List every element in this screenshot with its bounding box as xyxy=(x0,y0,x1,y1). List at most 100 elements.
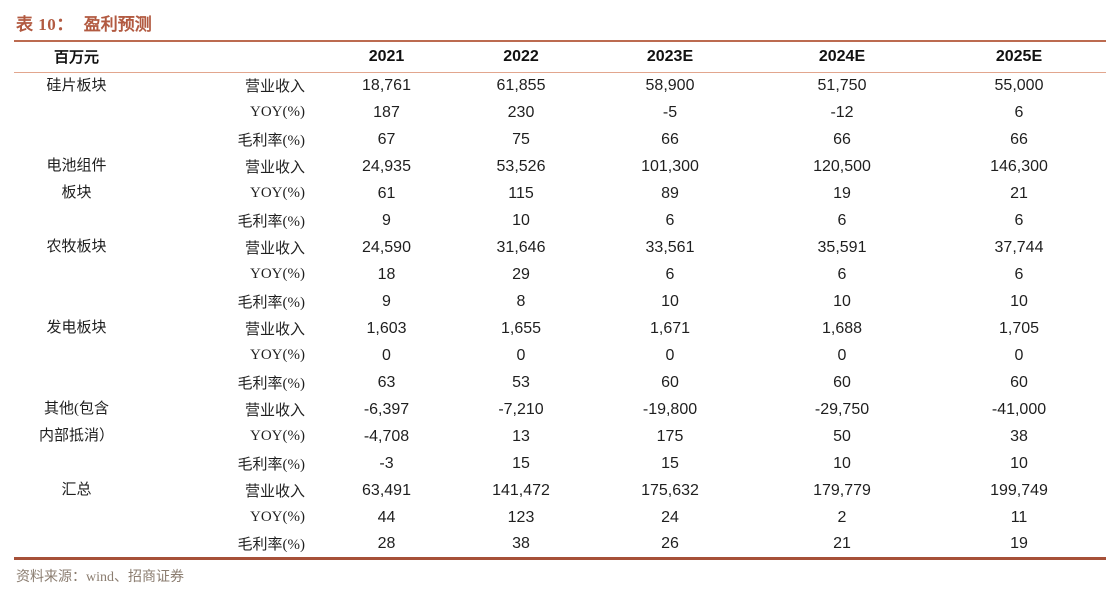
year-header-2023e: 2023E xyxy=(588,42,752,73)
value-cell: -6,397 xyxy=(363,400,410,418)
segment-label: 电池组件 板块 xyxy=(14,153,139,234)
value-cell: 31,646 xyxy=(496,238,546,256)
value-cell: -41,000 xyxy=(991,400,1047,418)
value-cell: 60 xyxy=(833,373,851,391)
table-row: YOY(%) 0 0 0 0 0 xyxy=(14,342,1106,369)
value-cell: 10 xyxy=(512,211,530,229)
value-cell: 38 xyxy=(1010,427,1028,445)
value-cell: 146,300 xyxy=(990,157,1048,175)
year-header-2024e: 2024E xyxy=(752,42,932,73)
value-cell: 35,591 xyxy=(817,238,867,256)
table-row: 毛利率(%) 63 53 60 60 60 xyxy=(14,369,1106,396)
metric-label: 营业收入 xyxy=(244,403,305,419)
value-cell: 6 xyxy=(837,265,847,283)
year-header-2025e: 2025E xyxy=(932,42,1106,73)
table-row: 发电板块 营业收入 1,603 1,655 1,671 1,688 1,705 xyxy=(14,315,1106,342)
metric-label: 毛利率(%) xyxy=(237,457,306,473)
table-row: YOY(%) 187 230 -5 -12 6 xyxy=(14,99,1106,126)
table-row: 电池组件 板块 营业收入 24,935 53,526 101,300 120,500 146,… xyxy=(14,153,1106,202)
value-cell: 199,749 xyxy=(990,481,1048,499)
metric-label: 毛利率(%) xyxy=(237,295,306,311)
value-cell: 175,632 xyxy=(641,481,699,499)
value-cell: -7,210 xyxy=(498,400,544,418)
table-row: YOY(%) 44 123 24 2 11 xyxy=(14,504,1106,531)
metric-label: 毛利率(%) xyxy=(237,133,306,149)
value-cell: 6 xyxy=(1014,103,1024,121)
value-cell: -29,750 xyxy=(814,400,870,418)
segment-label-line: 电池组件 xyxy=(46,158,107,174)
profit-forecast-table: 百万元 2021 2022 2023E 2024E 2025E 硅片板块 营业收入… xyxy=(14,42,1106,560)
segment-label-line: 硅片板块 xyxy=(46,77,107,94)
value-cell: 75 xyxy=(512,130,530,148)
table-row: 毛利率(%) -3 15 15 10 10 xyxy=(14,450,1106,477)
table-number-label: 表 10： xyxy=(16,15,74,34)
metric-label: 毛利率(%) xyxy=(237,376,306,392)
segment-label: 硅片板块 xyxy=(14,72,139,153)
value-cell: 1,688 xyxy=(821,319,863,337)
value-cell: 50 xyxy=(833,427,851,445)
metric-label: YOY(%) xyxy=(250,104,305,120)
value-cell: 6 xyxy=(1014,265,1024,283)
unit-header-cell: 百万元 xyxy=(14,42,139,73)
value-cell: 230 xyxy=(507,103,535,121)
metric-label: 营业收入 xyxy=(244,484,305,500)
segment-label-line: 发电板块 xyxy=(46,320,107,336)
metric-label: 营业收入 xyxy=(244,79,305,96)
metric-label: 营业收入 xyxy=(244,322,305,338)
value-cell: 67 xyxy=(377,130,396,148)
value-cell: 26 xyxy=(661,534,679,552)
value-cell: 9 xyxy=(382,211,391,229)
segment-label: 汇总 xyxy=(14,477,139,558)
value-cell: 63 xyxy=(377,373,396,391)
table-row: 其他(包含 内部抵消） 营业收入 -6,397 -7,210 -19,800 -29,750… xyxy=(14,396,1106,445)
value-cell: -3 xyxy=(379,454,394,472)
value-cell: 28 xyxy=(377,534,396,552)
value-cell: 61 xyxy=(377,184,396,202)
value-cell: 13 xyxy=(512,427,530,445)
value-cell: 38 xyxy=(512,534,530,552)
table-body: 硅片板块 营业收入 18,761 61,855 58,900 51,750 55,000 YO… xyxy=(14,72,1106,558)
value-cell: 8 xyxy=(516,292,526,310)
value-cell: 9 xyxy=(382,292,391,310)
metric-label: YOY(%) xyxy=(250,428,305,444)
value-cell: 101,300 xyxy=(641,157,699,175)
segment-label-line: 农牧板块 xyxy=(46,239,107,255)
value-cell: 123 xyxy=(507,508,535,526)
value-cell: 10 xyxy=(1010,292,1028,310)
segment-label: 农牧板块 xyxy=(14,234,139,315)
metric-label: YOY(%) xyxy=(250,266,305,282)
value-cell: 60 xyxy=(1010,373,1028,391)
table-row: YOY(%) 61 115 89 19 21 xyxy=(14,180,1106,207)
value-cell: 2 xyxy=(837,508,847,526)
value-cell: 58,900 xyxy=(645,76,695,94)
table-row: 毛利率(%) 9 8 10 10 10 xyxy=(14,288,1106,315)
table-row: YOY(%) -4,708 13 175 50 38 xyxy=(14,423,1106,450)
header-row: 百万元 2021 2022 2023E 2024E 2025E xyxy=(14,42,1106,73)
value-cell: 0 xyxy=(665,346,675,364)
value-cell: 24 xyxy=(661,508,679,526)
value-cell: 19 xyxy=(833,184,851,202)
value-cell: 29 xyxy=(512,265,530,283)
table-row: 毛利率(%) 67 75 66 66 66 xyxy=(14,126,1106,153)
value-cell: 6 xyxy=(837,211,847,229)
metric-label: YOY(%) xyxy=(250,509,305,525)
value-cell: 0 xyxy=(1014,346,1024,364)
table-row: YOY(%) 18 29 6 6 6 xyxy=(14,261,1106,288)
value-cell: -4,708 xyxy=(363,427,410,445)
value-cell: 63,491 xyxy=(362,481,411,499)
value-cell: 1,655 xyxy=(500,319,542,337)
table-header: 百万元 2021 2022 2023E 2024E 2025E xyxy=(14,42,1106,73)
value-cell: 120,500 xyxy=(813,157,871,175)
value-cell: 53,526 xyxy=(496,157,546,175)
value-cell: 0 xyxy=(837,346,847,364)
value-cell: 175 xyxy=(656,427,684,445)
table-row: 毛利率(%) 28 38 26 21 19 xyxy=(14,531,1106,558)
table-title: 表 10： 盈利预测 xyxy=(14,8,1106,42)
value-cell: 24,935 xyxy=(362,157,411,175)
value-cell: 51,750 xyxy=(817,76,867,94)
value-cell: 1,671 xyxy=(649,319,691,337)
value-cell: 24,590 xyxy=(362,238,411,256)
value-cell: 66 xyxy=(833,130,851,148)
value-cell: -5 xyxy=(662,103,678,121)
